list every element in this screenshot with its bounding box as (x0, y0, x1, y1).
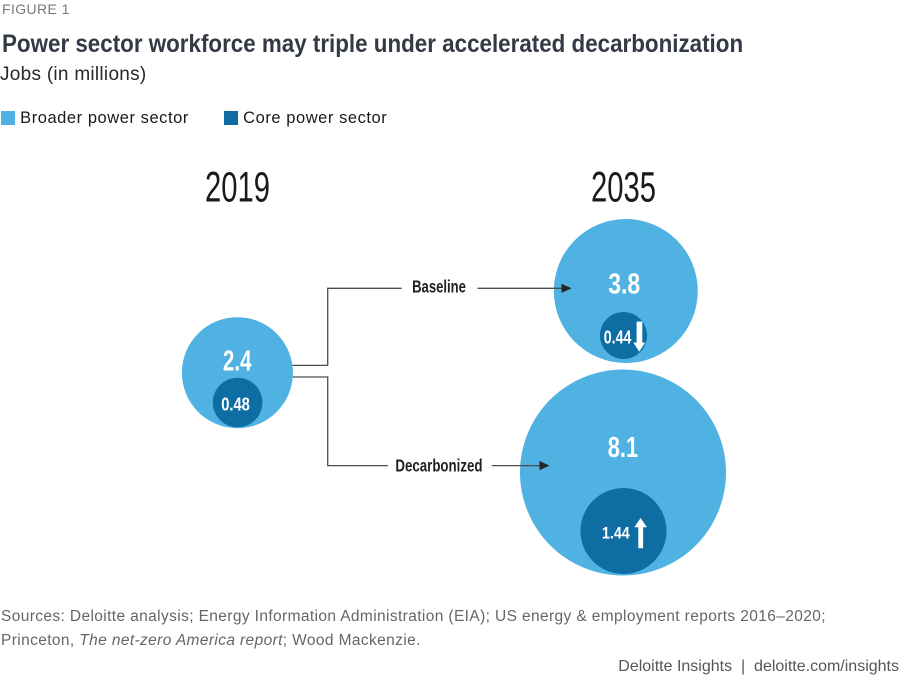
svg-text:0.48: 0.48 (221, 395, 250, 415)
svg-text:2019: 2019 (205, 164, 270, 212)
svg-text:Baseline: Baseline (412, 276, 466, 296)
svg-text:8.1: 8.1 (608, 432, 638, 464)
svg-text:1.44: 1.44 (602, 525, 631, 543)
svg-text:2035: 2035 (591, 164, 656, 212)
svg-text:0.44: 0.44 (604, 328, 632, 348)
svg-text:3.8: 3.8 (608, 269, 640, 301)
svg-text:Decarbonized: Decarbonized (395, 456, 482, 476)
svg-text:2.4: 2.4 (223, 346, 252, 378)
